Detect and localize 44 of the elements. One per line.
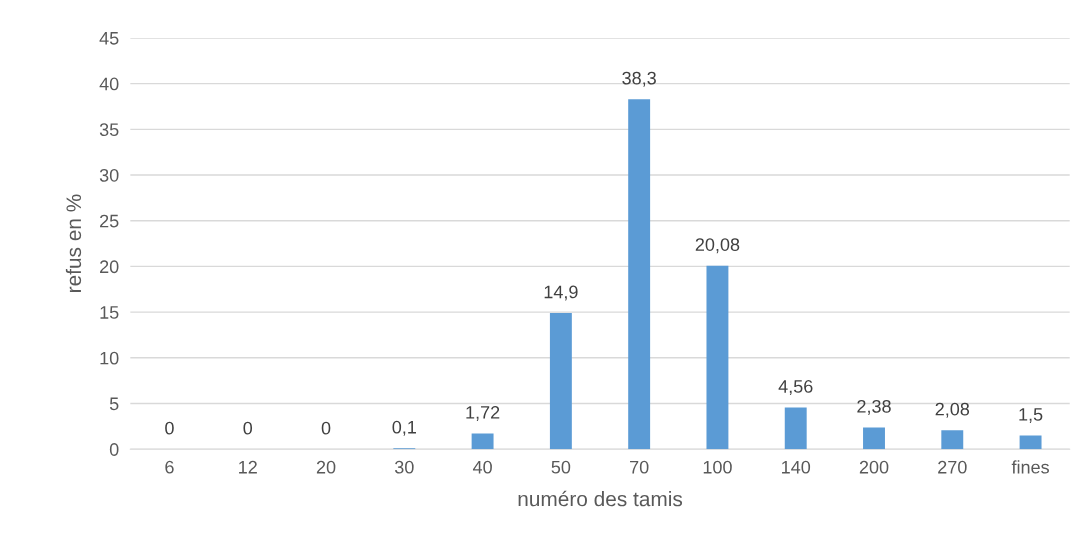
data-label: 14,9 (544, 285, 578, 301)
data-label: 20,08 (695, 238, 740, 254)
x-tick-label: 30 (394, 460, 414, 474)
x-tick-label: 12 (239, 460, 257, 474)
x-tick-label: 40 (472, 460, 492, 474)
y-tick-label: 10 (100, 351, 119, 365)
data-label: 0 (321, 421, 331, 435)
data-label: 0,1 (392, 420, 416, 436)
y-tick-label: 30 (99, 168, 119, 182)
bar (706, 265, 729, 450)
data-label: 2,38 (857, 399, 891, 415)
y-tick-label: 35 (99, 123, 119, 137)
bar (863, 427, 885, 450)
data-label: 2,08 (935, 402, 970, 418)
data-label: 0 (165, 421, 174, 435)
x-tick-label: 100 (703, 460, 732, 474)
y-tick-label: 25 (100, 214, 119, 228)
data-label: 1,72 (466, 406, 500, 421)
x-tick-label: 200 (859, 460, 889, 474)
y-tick-label: 20 (100, 260, 119, 274)
data-label: 0 (243, 421, 253, 435)
bar (941, 430, 964, 450)
bar (549, 313, 572, 450)
y-tick-label: 40 (99, 77, 119, 91)
y-tick-label: 15 (100, 306, 119, 319)
x-tick-label: fines (1011, 460, 1049, 474)
x-tick-label: 20 (316, 460, 336, 474)
x-tick-label: 70 (630, 460, 649, 474)
y-tick-label: 5 (109, 397, 119, 411)
bar (1019, 435, 1042, 450)
bar (628, 99, 651, 450)
y-tick-label: 0 (109, 443, 119, 456)
bar (784, 407, 807, 450)
data-label: 1,5 (1019, 408, 1043, 423)
x-axis-title: numéro des tamis (518, 490, 683, 507)
bar (471, 433, 494, 450)
data-label: 4,56 (778, 380, 813, 395)
y-axis-title: refus en % (65, 194, 82, 292)
x-tick-label: 270 (938, 460, 967, 474)
x-tick-label: 6 (165, 460, 174, 474)
x-tick-label: 50 (551, 460, 571, 474)
data-label: 38,3 (622, 71, 656, 87)
y-tick-label: 45 (99, 32, 119, 45)
x-tick-label: 140 (782, 460, 811, 474)
